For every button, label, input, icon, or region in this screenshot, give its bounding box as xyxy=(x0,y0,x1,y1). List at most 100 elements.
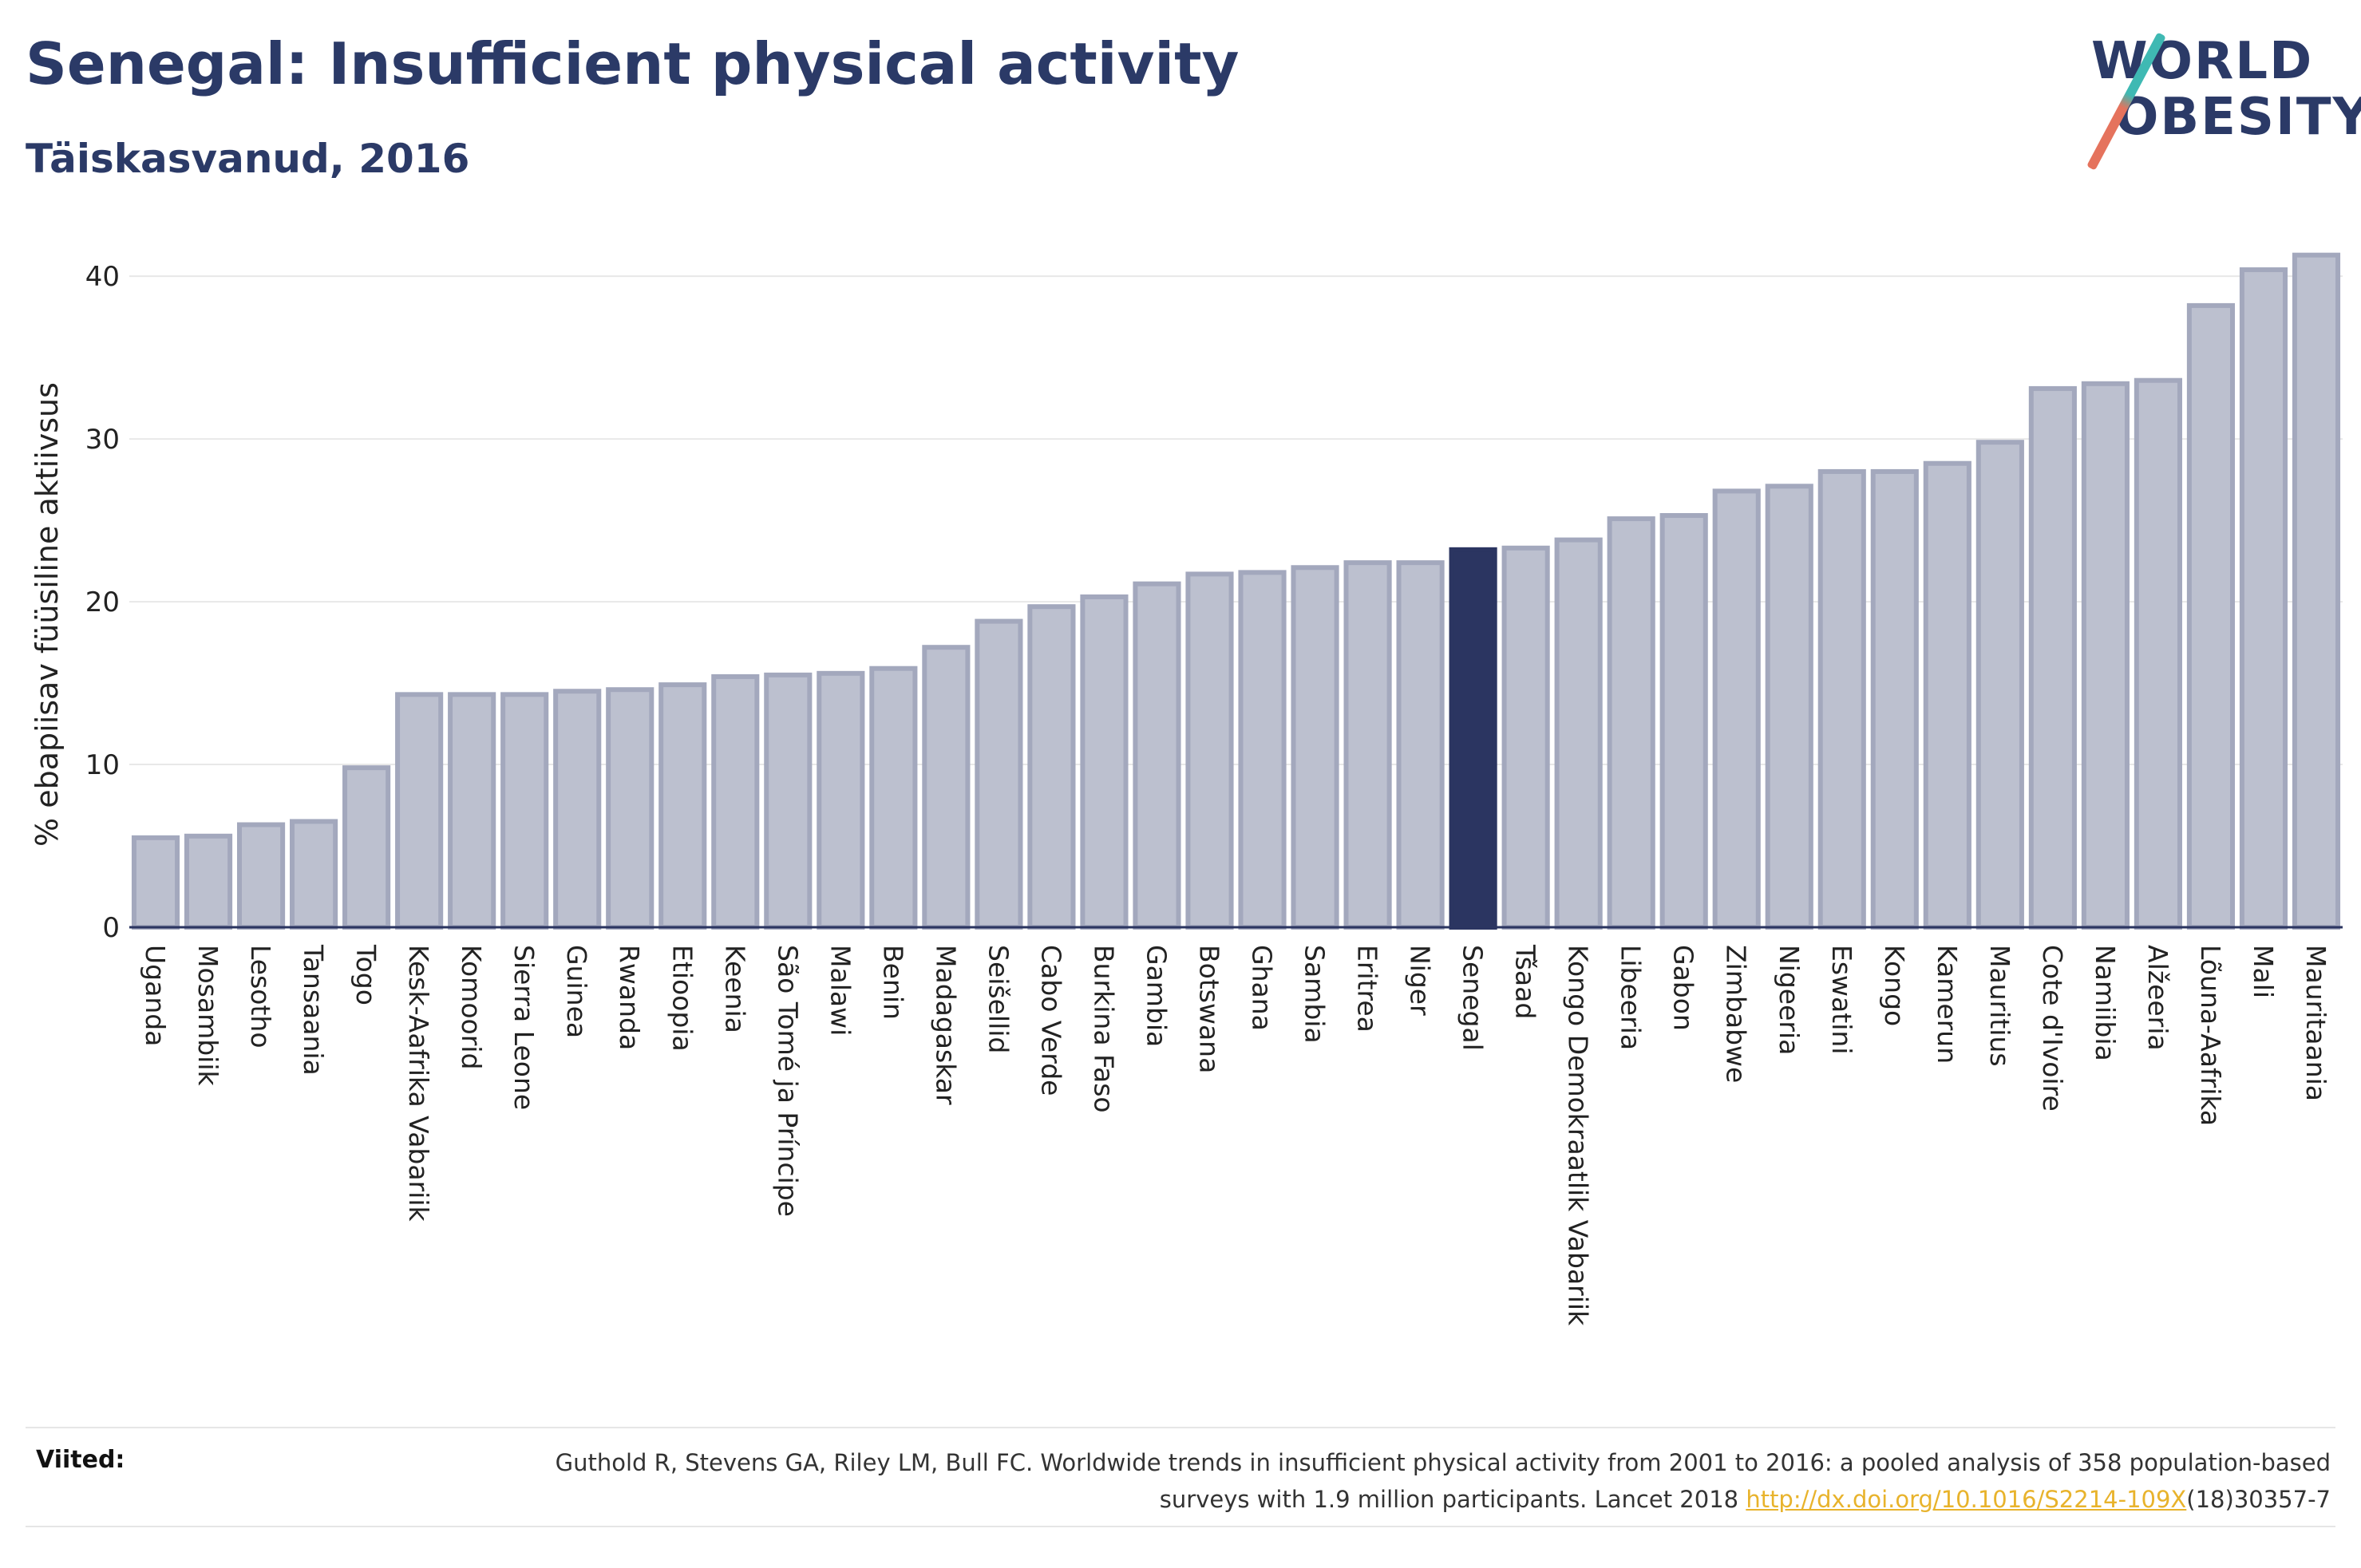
x-tick-label: Kongo Demokraatlik Vabariik xyxy=(1563,945,1594,1326)
y-tick-label: 0 xyxy=(102,912,120,944)
bar xyxy=(1080,594,1129,930)
bar xyxy=(1133,581,1181,930)
x-tick-label: Niger xyxy=(1405,945,1436,1016)
x-tick-label: Gabon xyxy=(1668,945,1699,1031)
bar xyxy=(2028,385,2077,930)
y-axis-label: % ebapiisav füüsiline aktiivsus xyxy=(30,382,65,847)
bar xyxy=(1396,560,1445,930)
y-tick-label: 20 xyxy=(85,587,120,618)
bar xyxy=(922,645,971,930)
x-tick-label: Mali xyxy=(2248,945,2279,998)
y-tick-label: 30 xyxy=(85,424,120,456)
bar xyxy=(817,670,865,930)
bar xyxy=(553,689,602,930)
bar xyxy=(1343,560,1392,930)
x-tick-label: Mauritius xyxy=(1984,945,2015,1067)
bar-chart: 0 10 20 30 40 Uganda Mosambiik Lesotho Tansaani… xyxy=(30,252,2343,1326)
bar xyxy=(184,833,233,930)
x-tick-label: Cote d'Ivoire xyxy=(2037,945,2068,1112)
page-subtitle: Täiskasvanud, 2016 xyxy=(26,136,470,182)
bar xyxy=(1923,460,1971,930)
x-tick-label: Seišellid xyxy=(983,945,1014,1053)
bar xyxy=(975,618,1023,930)
x-tick-label: Sambia xyxy=(1299,945,1331,1044)
x-tick-label: Eritrea xyxy=(1352,945,1383,1033)
bar xyxy=(2134,377,2182,930)
x-tick-label: Namiibia xyxy=(2090,945,2121,1061)
x-tick-label: Keenia xyxy=(719,945,750,1033)
bars xyxy=(131,252,2341,930)
x-tick-label: Alžeeria xyxy=(2142,945,2173,1051)
bar xyxy=(2186,302,2236,930)
x-tick-label: Uganda xyxy=(140,945,171,1046)
bar-highlighted xyxy=(1449,547,1497,930)
x-tick-label: Kongo xyxy=(1879,945,1910,1026)
x-tick-label: Madagaskar xyxy=(930,945,961,1105)
x-tick-label: Libeeria xyxy=(1616,945,1647,1050)
bar xyxy=(290,819,338,930)
x-tick-label: Burkina Faso xyxy=(1088,945,1119,1113)
bar xyxy=(1027,604,1076,930)
bar xyxy=(764,672,813,930)
gridlines xyxy=(129,275,2343,766)
bar xyxy=(1185,571,1234,930)
bar xyxy=(236,822,286,930)
x-tick-label: Senegal xyxy=(1457,945,1489,1051)
x-tick-label: Rwanda xyxy=(614,945,645,1050)
x-tick-label: Lõuna-Aafrika xyxy=(2195,945,2226,1126)
references-label: Viited: xyxy=(36,1446,125,1474)
bar xyxy=(1712,488,1761,930)
y-tick-label: 10 xyxy=(85,749,120,781)
bar xyxy=(1607,516,1655,930)
x-tick-label: Eswatini xyxy=(1826,945,1857,1054)
x-tick-label: Etioopia xyxy=(666,945,698,1052)
bar xyxy=(1501,545,1550,930)
bar xyxy=(606,687,655,930)
x-tick-label: Ghana xyxy=(1247,945,1278,1031)
logo-line-2: OBESITY xyxy=(2115,88,2361,147)
x-tick-label: Gambia xyxy=(1141,945,1172,1047)
references-citation: Guthold R, Stevens GA, Riley LM, Bull FC… xyxy=(555,1449,2331,1513)
bar xyxy=(1870,468,1919,930)
bar xyxy=(1659,512,1708,930)
x-tick-label: Cabo Verde xyxy=(1035,945,1066,1096)
bar xyxy=(448,692,496,930)
axes: 0 10 20 30 40 xyxy=(85,261,2343,944)
references-divider-top xyxy=(26,1427,2335,1428)
x-tick-label: Zimbabwe xyxy=(1721,945,1752,1083)
x-tick-label: Kesk-Aafrika Vabariik xyxy=(403,945,434,1222)
y-tick-label: 40 xyxy=(85,261,120,293)
x-tick-label: Lesotho xyxy=(245,945,276,1049)
x-tick-label: Sierra Leone xyxy=(508,945,540,1110)
bar xyxy=(1975,440,2024,930)
x-tick-label: Nigeeria xyxy=(1774,945,1805,1055)
bar xyxy=(1554,537,1603,930)
x-tick-label: São Tomé ja Príncipe xyxy=(772,945,803,1217)
logo-line-1: WORLD xyxy=(2091,32,2314,91)
x-tick-label: Tšaad xyxy=(1510,944,1541,1019)
bar xyxy=(711,673,760,930)
x-tick-label: Togo xyxy=(350,944,382,1005)
bar xyxy=(2239,267,2288,930)
category-labels: Uganda Mosambiik Lesotho Tansaania Togo Kesk-… xyxy=(140,944,2331,1326)
references-doi-link[interactable]: http://dx.doi.org/10.1016/S2214-109X xyxy=(1746,1486,2187,1513)
x-tick-label: Kamerun xyxy=(1932,945,1963,1064)
bar xyxy=(2292,252,2341,930)
bar xyxy=(1291,565,1339,930)
references-text: Guthold R, Stevens GA, Riley LM, Bull FC… xyxy=(495,1444,2331,1518)
x-tick-label: Mauritaania xyxy=(2300,945,2331,1101)
bar xyxy=(1817,468,1866,930)
page-title: Senegal: Insufficient physical activity xyxy=(26,30,1240,97)
x-tick-label: Malawi xyxy=(825,945,856,1036)
x-tick-label: Komoorid xyxy=(456,945,487,1069)
references-divider-bottom xyxy=(26,1526,2335,1527)
bar xyxy=(2081,381,2130,930)
bar xyxy=(131,835,180,930)
bar xyxy=(395,692,444,930)
bar xyxy=(342,765,391,930)
x-tick-label: Botswana xyxy=(1193,945,1224,1073)
bar xyxy=(658,682,707,930)
bar xyxy=(869,666,918,930)
x-tick-label: Guinea xyxy=(561,945,592,1038)
world-obesity-logo: WORLD OBESITY xyxy=(2075,32,2361,176)
